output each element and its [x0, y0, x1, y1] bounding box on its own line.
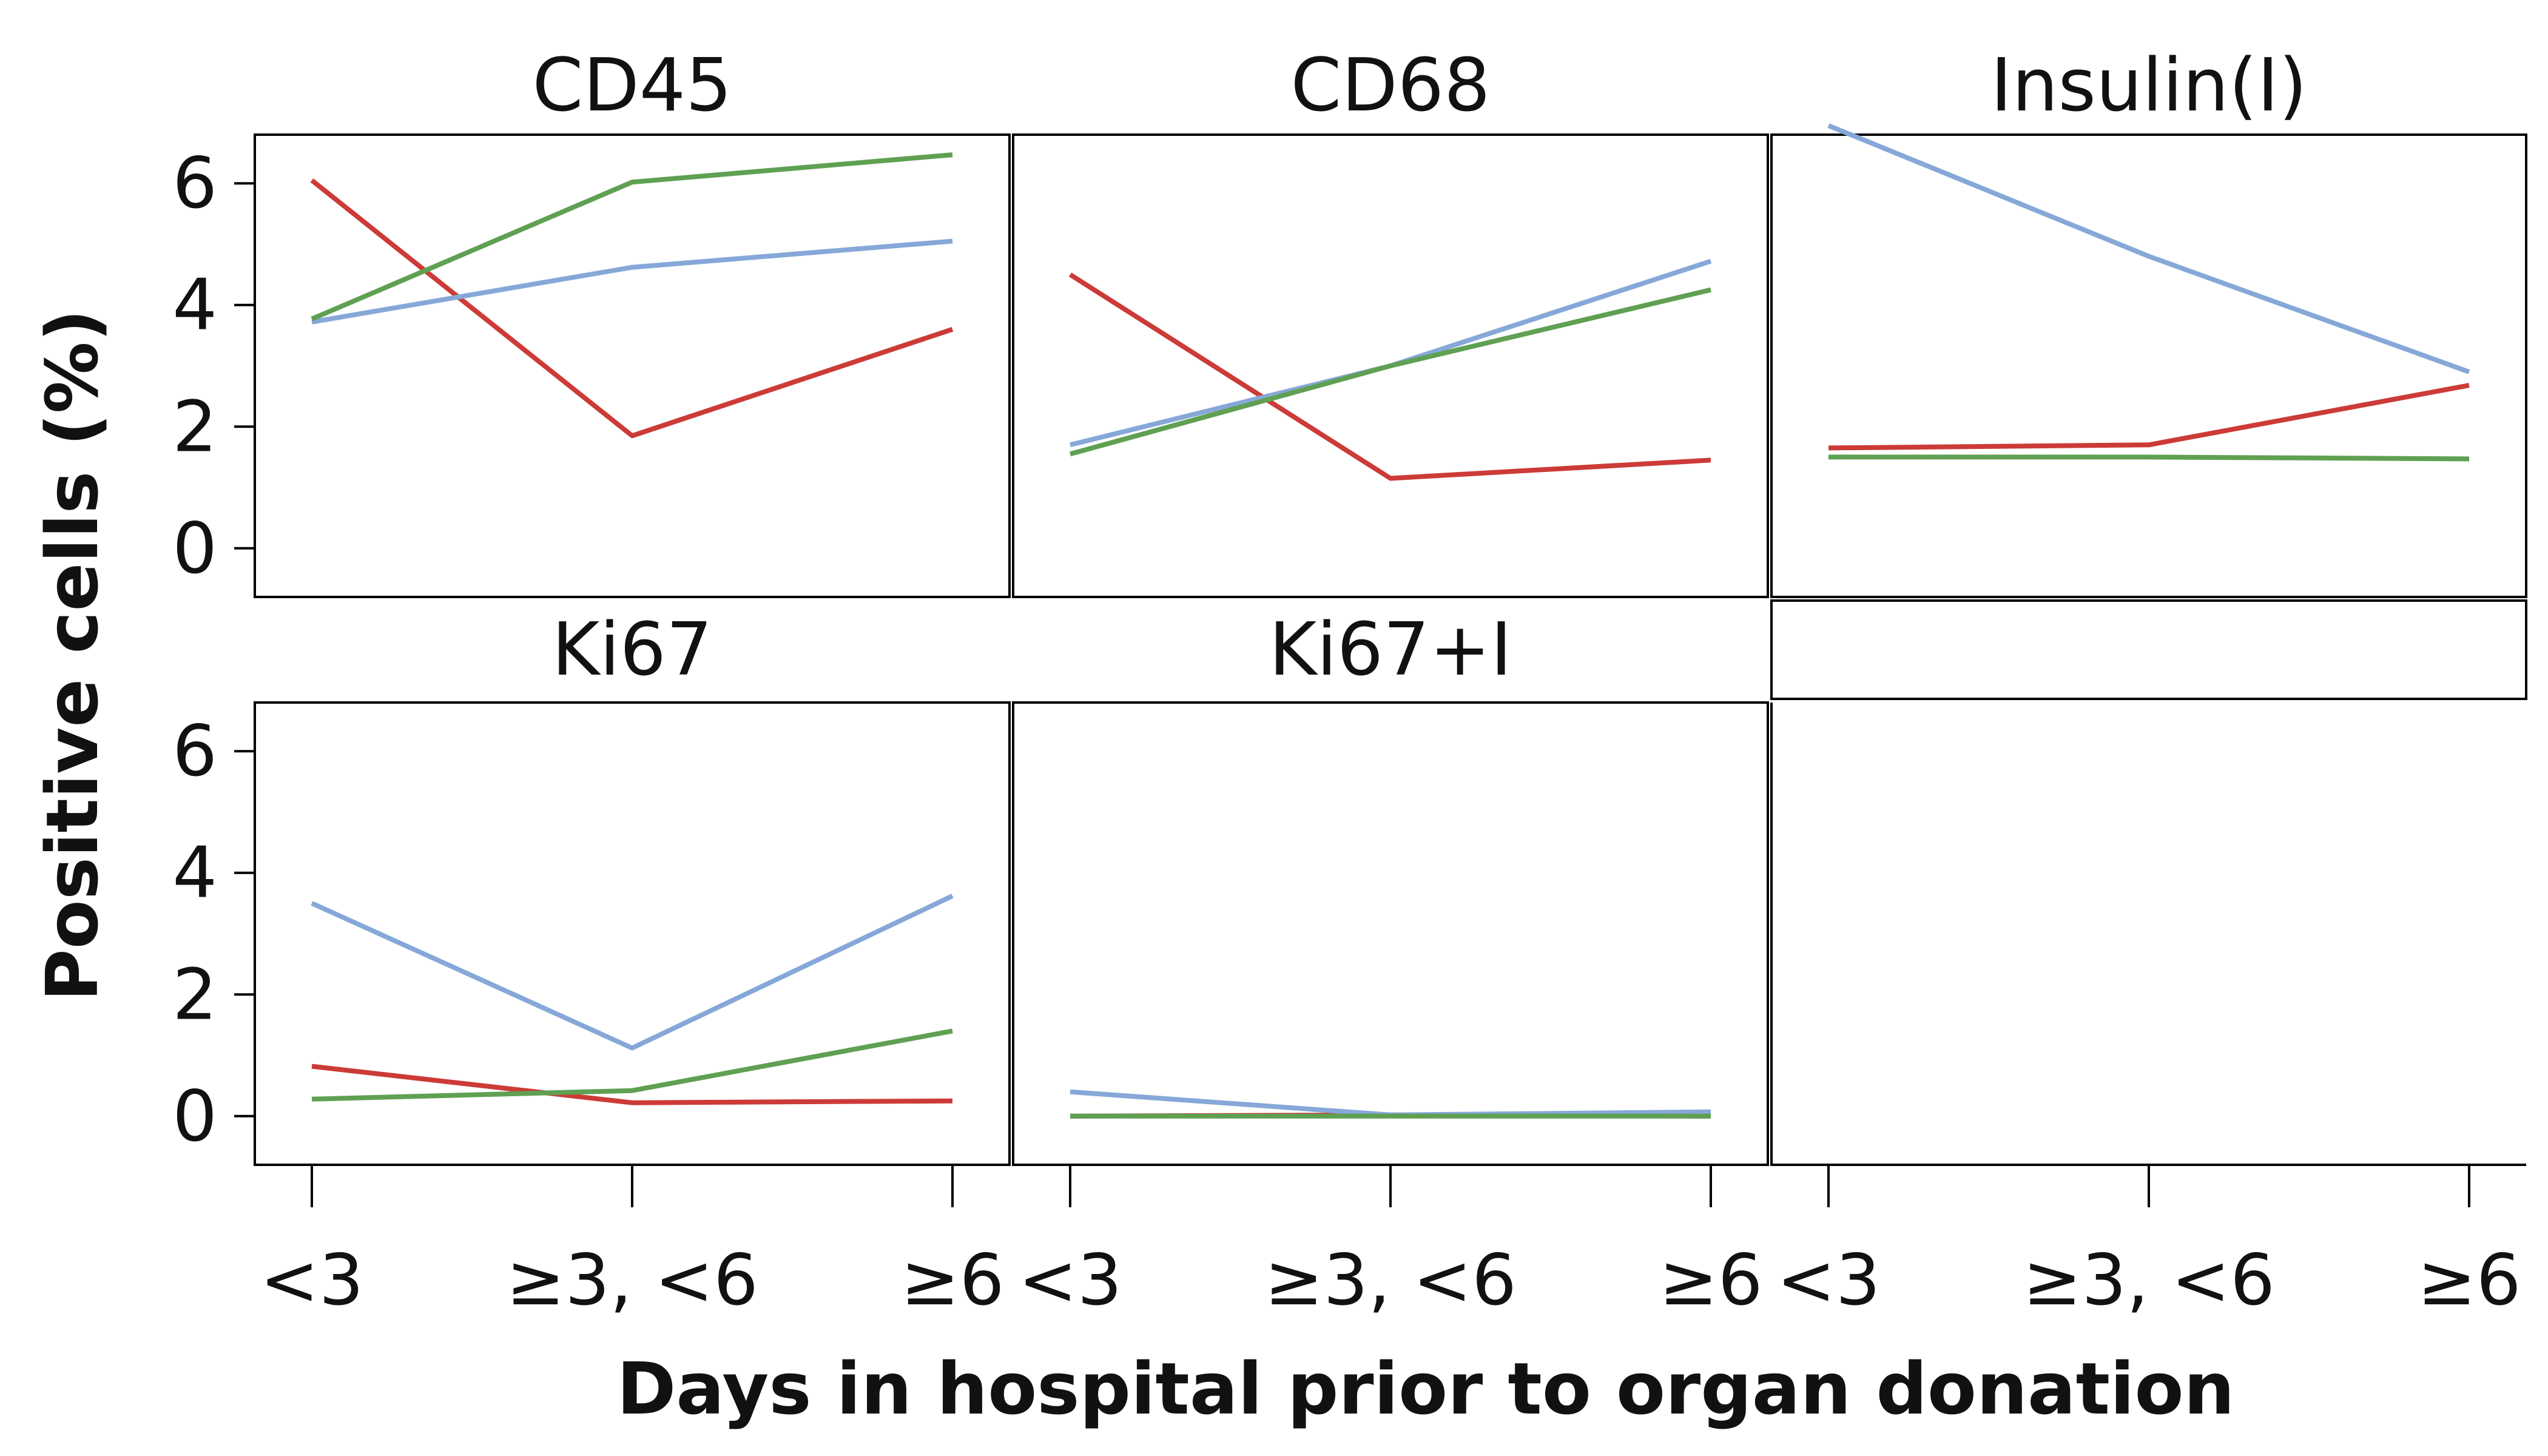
x-tick-label: ≥3, <6 [506, 1239, 758, 1321]
empty-facet-frame [1770, 703, 2526, 1166]
x-tick-label: ≥6 [901, 1239, 1005, 1321]
series-line-panel5-s2 [1070, 1089, 1711, 1117]
x-tick-label: <3 [260, 1239, 364, 1321]
panel-title-2: CD68 [1291, 44, 1491, 128]
series-line-panel4-s1 [311, 1063, 953, 1105]
series-line-panel4-s2 [311, 894, 954, 1051]
y-tick-label: 0 [172, 508, 217, 590]
panel-title-4: Ki67 [552, 608, 713, 692]
series-line-panel1-s1 [310, 178, 954, 439]
y-tick-label: 2 [172, 954, 217, 1036]
series-line-panel2-s2 [1070, 258, 1712, 448]
series-line-panel1-s3 [311, 152, 953, 322]
x-tick-label: ≥3, <6 [1264, 1239, 1517, 1321]
y-tick-label: 6 [172, 143, 217, 224]
panel-frame-2 [1012, 133, 1769, 598]
panel-title-1: CD45 [533, 44, 732, 128]
panel-frame-3 [1770, 133, 2527, 598]
y-tick-label: 2 [172, 386, 217, 468]
panel-title-5: Ki67+I [1269, 608, 1512, 692]
y-tick-label: 6 [172, 710, 217, 792]
x-tick-label: ≥6 [2418, 1239, 2521, 1321]
y-axis-title: Positive cells (%) [30, 309, 114, 1001]
series-line-panel4-s3 [311, 1028, 953, 1102]
y-tick-label: 4 [172, 265, 217, 346]
y-tick-label: 0 [172, 1076, 217, 1158]
panel-title-3: Insulin(I) [1990, 44, 2307, 128]
x-tick-label: <3 [1019, 1239, 1122, 1321]
series-line-panel3-s2 [1827, 123, 2470, 374]
series-line-panel2-s3 [1069, 287, 1711, 457]
empty-facet-strip [1770, 599, 2527, 700]
x-tick-label: ≥6 [1659, 1239, 1763, 1321]
panel-frame-1 [254, 133, 1011, 598]
series-line-panel3-s3 [1828, 454, 2470, 462]
x-tick-label: ≥3, <6 [2023, 1239, 2275, 1321]
series-line-panel1-s2 [311, 238, 953, 325]
y-tick-label: 4 [172, 832, 217, 914]
series-line-panel3-s1 [1828, 383, 2470, 451]
x-axis-title: Days in hospital prior to organ donation [616, 1347, 2234, 1431]
series-line-panel2-s1 [1068, 272, 1711, 481]
x-tick-label: <3 [1777, 1239, 1881, 1321]
